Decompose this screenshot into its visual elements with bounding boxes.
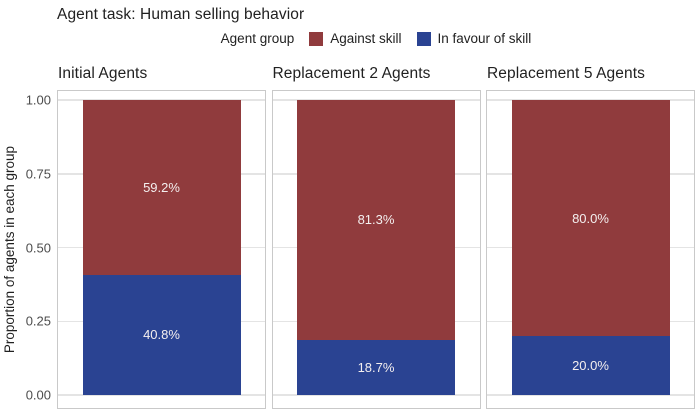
bar-segment-against-skill: 81.3%: [297, 100, 455, 340]
legend-label-against-skill: Against skill: [330, 31, 402, 46]
legend-swatch-against-skill: [309, 31, 324, 46]
bar-value-label: 40.8%: [143, 327, 180, 343]
gridline: [487, 394, 694, 396]
gridline: [58, 394, 265, 396]
gridline: [272, 394, 480, 396]
y-tick-label: 0.25: [25, 313, 51, 329]
bar-segment-in-favour-of-skill: 20.0%: [511, 336, 670, 395]
bar-segment-in-favour-of-skill: 18.7%: [297, 339, 455, 395]
bar-value-label: 59.2%: [143, 179, 180, 195]
bar-value-label: 81.3%: [357, 212, 395, 228]
facet-title: Replacement 2 Agents: [272, 65, 431, 82]
facet-title: Initial Agents: [58, 65, 148, 82]
legend-label-in-favour-of-skill: In favour of skill: [437, 31, 532, 46]
facet-panel: 59.2% 40.8%: [57, 90, 266, 409]
legend-item-in-favour-of-skill: In favour of skill: [416, 31, 532, 46]
y-tick-label: 0.75: [25, 166, 51, 182]
y-tick-label: 0.50: [25, 240, 51, 255]
y-tick-label: 0.00: [25, 387, 51, 403]
stacked-bar: 80.0% 20.0%: [511, 100, 670, 395]
stacked-bar: 81.3% 18.7%: [297, 100, 455, 395]
bar-value-label: 18.7%: [357, 359, 395, 375]
facet-title: Replacement 5 Agents: [487, 65, 645, 82]
legend-title: Agent group: [220, 31, 295, 46]
facet-panel: 81.3% 18.7%: [271, 90, 481, 409]
bar-segment-against-skill: 59.2%: [82, 100, 241, 275]
legend-swatch-in-favour-of-skill: [416, 31, 431, 46]
bar-segment-against-skill: 80.0%: [511, 100, 670, 336]
facet-panel: 80.0% 20.0%: [486, 90, 695, 409]
bar-segment-in-favour-of-skill: 40.8%: [82, 274, 241, 395]
y-tick-label: 1.00: [25, 92, 51, 108]
bar-value-label: 20.0%: [572, 358, 609, 373]
legend-item-against-skill: Against skill: [309, 31, 402, 46]
chart-title: Agent task: Human selling behavior: [57, 6, 305, 23]
bar-value-label: 80.0%: [572, 210, 609, 226]
stacked-bar: 59.2% 40.8%: [82, 100, 241, 395]
legend: Agent group Against skill In favour of s…: [57, 30, 695, 47]
